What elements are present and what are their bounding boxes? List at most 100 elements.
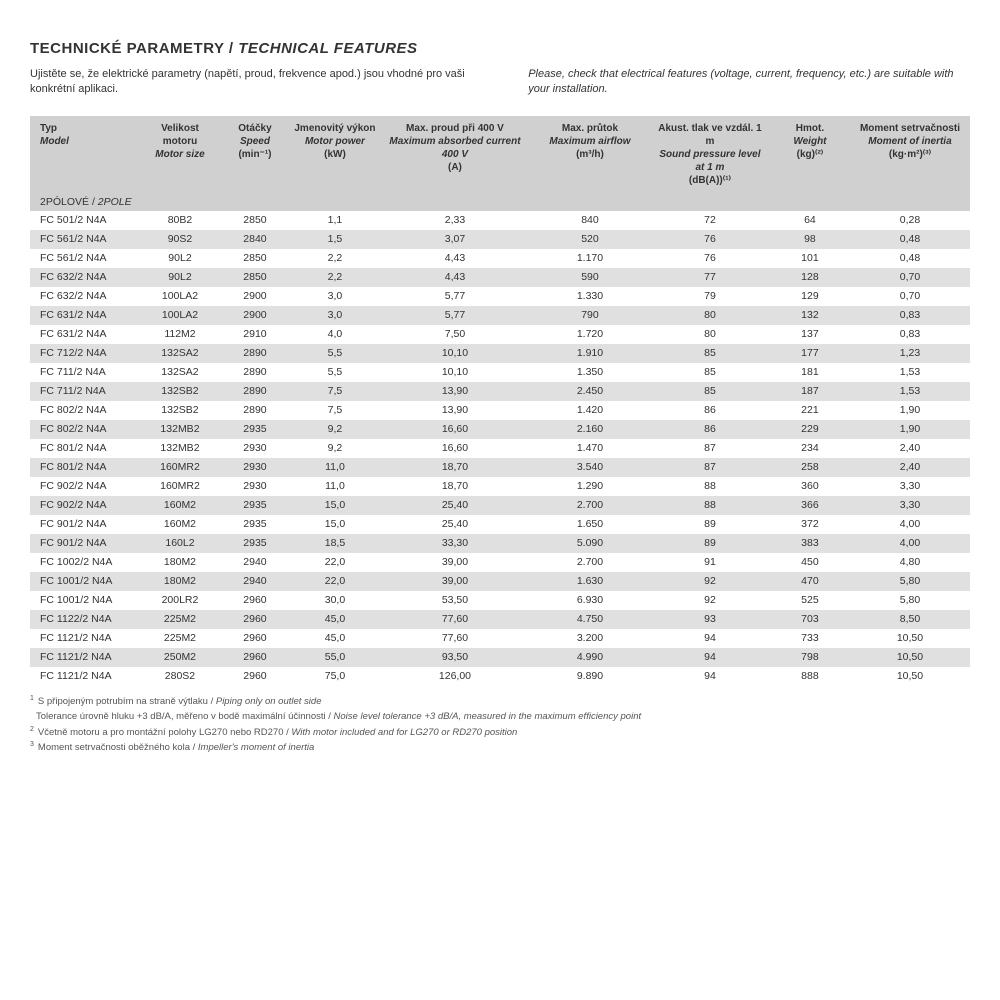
- table-cell: 129: [770, 287, 850, 306]
- table-cell: FC 631/2 N4A: [30, 306, 140, 325]
- table-cell: 90L2: [140, 268, 220, 287]
- table-cell: 132MB2: [140, 420, 220, 439]
- table-cell: 4.750: [530, 610, 650, 629]
- table-row: FC 561/2 N4A90L228502,24,431.170761010,4…: [30, 249, 970, 268]
- table-cell: 132SB2: [140, 382, 220, 401]
- table-row: FC 1121/2 N4A250M2296055,093,504.9909479…: [30, 648, 970, 667]
- table-row: FC 802/2 N4A132SB228907,513,901.42086221…: [30, 401, 970, 420]
- table-cell: 2,2: [290, 268, 380, 287]
- table-cell: 77,60: [380, 610, 530, 629]
- table-cell: 2960: [220, 667, 290, 686]
- table-cell: 229: [770, 420, 850, 439]
- table-row: FC 631/2 N4A112M229104,07,501.720801370,…: [30, 325, 970, 344]
- section-row: 2PÓLOVÉ / 2POLE: [30, 193, 970, 211]
- table-cell: 225M2: [140, 629, 220, 648]
- table-cell: 7,50: [380, 325, 530, 344]
- table-cell: 520: [530, 230, 650, 249]
- table-row: FC 501/2 N4A80B228501,12,3384072640,28: [30, 211, 970, 230]
- table-cell: 1,1: [290, 211, 380, 230]
- col-header: Velikost motoruMotor size: [140, 116, 220, 193]
- table-cell: 75,0: [290, 667, 380, 686]
- table-cell: FC 802/2 N4A: [30, 420, 140, 439]
- col-header: Max. průtokMaximum airflow(m³/h): [530, 116, 650, 193]
- title-en: TECHNICAL FEATURES: [238, 40, 417, 57]
- table-cell: 92: [650, 591, 770, 610]
- table-cell: FC 901/2 N4A: [30, 534, 140, 553]
- table-cell: 13,90: [380, 382, 530, 401]
- table-row: FC 1001/2 N4A180M2294022,039,001.6309247…: [30, 572, 970, 591]
- table-cell: 80B2: [140, 211, 220, 230]
- table-cell: 2930: [220, 458, 290, 477]
- table-cell: 86: [650, 401, 770, 420]
- table-cell: 160M2: [140, 496, 220, 515]
- table-cell: 18,70: [380, 477, 530, 496]
- table-cell: 94: [650, 667, 770, 686]
- table-cell: 16,60: [380, 420, 530, 439]
- table-cell: 4,0: [290, 325, 380, 344]
- table-cell: 2.700: [530, 496, 650, 515]
- table-cell: 89: [650, 515, 770, 534]
- table-cell: 280S2: [140, 667, 220, 686]
- table-row: FC 631/2 N4A100LA229003,05,77790801320,8…: [30, 306, 970, 325]
- table-cell: 132MB2: [140, 439, 220, 458]
- col-header: Hmot.Weight(kg)⁽²⁾: [770, 116, 850, 193]
- col-header: TypModel: [30, 116, 140, 193]
- table-cell: 5,80: [850, 591, 970, 610]
- table-cell: FC 632/2 N4A: [30, 287, 140, 306]
- table-cell: 1.630: [530, 572, 650, 591]
- table-row: FC 632/2 N4A100LA229003,05,771.330791290…: [30, 287, 970, 306]
- table-cell: 2930: [220, 439, 290, 458]
- table-cell: 132SA2: [140, 344, 220, 363]
- table-cell: 89: [650, 534, 770, 553]
- table-cell: 1.290: [530, 477, 650, 496]
- footnote: 3Moment setrvačnosti oběžného kola / Imp…: [30, 740, 970, 755]
- table-row: FC 901/2 N4A160L2293518,533,305.09089383…: [30, 534, 970, 553]
- table-cell: 2.160: [530, 420, 650, 439]
- table-cell: 225M2: [140, 610, 220, 629]
- table-cell: 6.930: [530, 591, 650, 610]
- col-header: Jmenovitý výkonMotor power(kW): [290, 116, 380, 193]
- table-cell: 2,33: [380, 211, 530, 230]
- footnote: 2Včetně motoru a pro montážní polohy LG2…: [30, 725, 970, 740]
- table-cell: FC 501/2 N4A: [30, 211, 140, 230]
- table-row: FC 561/2 N4A90S228401,53,0752076980,48: [30, 230, 970, 249]
- table-cell: 100LA2: [140, 287, 220, 306]
- table-cell: 18,70: [380, 458, 530, 477]
- table-cell: 80: [650, 306, 770, 325]
- table-cell: 0,48: [850, 230, 970, 249]
- page-title: TECHNICKÉ PARAMETRY / TECHNICAL FEATURES: [30, 40, 970, 57]
- table-cell: 1.650: [530, 515, 650, 534]
- table-cell: 101: [770, 249, 850, 268]
- table-cell: FC 711/2 N4A: [30, 382, 140, 401]
- table-cell: 1.910: [530, 344, 650, 363]
- table-cell: 2930: [220, 477, 290, 496]
- table-cell: 132SA2: [140, 363, 220, 382]
- table-cell: FC 902/2 N4A: [30, 477, 140, 496]
- table-cell: 85: [650, 382, 770, 401]
- footnotes: 1S připojeným potrubím na straně výtlaku…: [30, 694, 970, 756]
- table-cell: 2935: [220, 420, 290, 439]
- table-cell: 8,50: [850, 610, 970, 629]
- table-cell: 2940: [220, 553, 290, 572]
- table-cell: 4.990: [530, 648, 650, 667]
- table-cell: 1.420: [530, 401, 650, 420]
- table-cell: 7,5: [290, 401, 380, 420]
- table-cell: 3,07: [380, 230, 530, 249]
- footnote: Tolerance úrovně hluku +3 dB/A, měřeno v…: [30, 709, 970, 724]
- table-cell: 2935: [220, 496, 290, 515]
- table-row: FC 902/2 N4A160M2293515,025,402.70088366…: [30, 496, 970, 515]
- table-cell: 76: [650, 230, 770, 249]
- table-cell: FC 561/2 N4A: [30, 249, 140, 268]
- table-cell: 790: [530, 306, 650, 325]
- table-cell: 88: [650, 496, 770, 515]
- table-cell: 94: [650, 648, 770, 667]
- table-cell: 372: [770, 515, 850, 534]
- table-cell: 703: [770, 610, 850, 629]
- table-cell: 79: [650, 287, 770, 306]
- table-cell: FC 1122/2 N4A: [30, 610, 140, 629]
- table-row: FC 1121/2 N4A280S2296075,0126,009.890948…: [30, 667, 970, 686]
- table-cell: 132SB2: [140, 401, 220, 420]
- table-cell: 470: [770, 572, 850, 591]
- table-cell: 77,60: [380, 629, 530, 648]
- table-cell: 7,5: [290, 382, 380, 401]
